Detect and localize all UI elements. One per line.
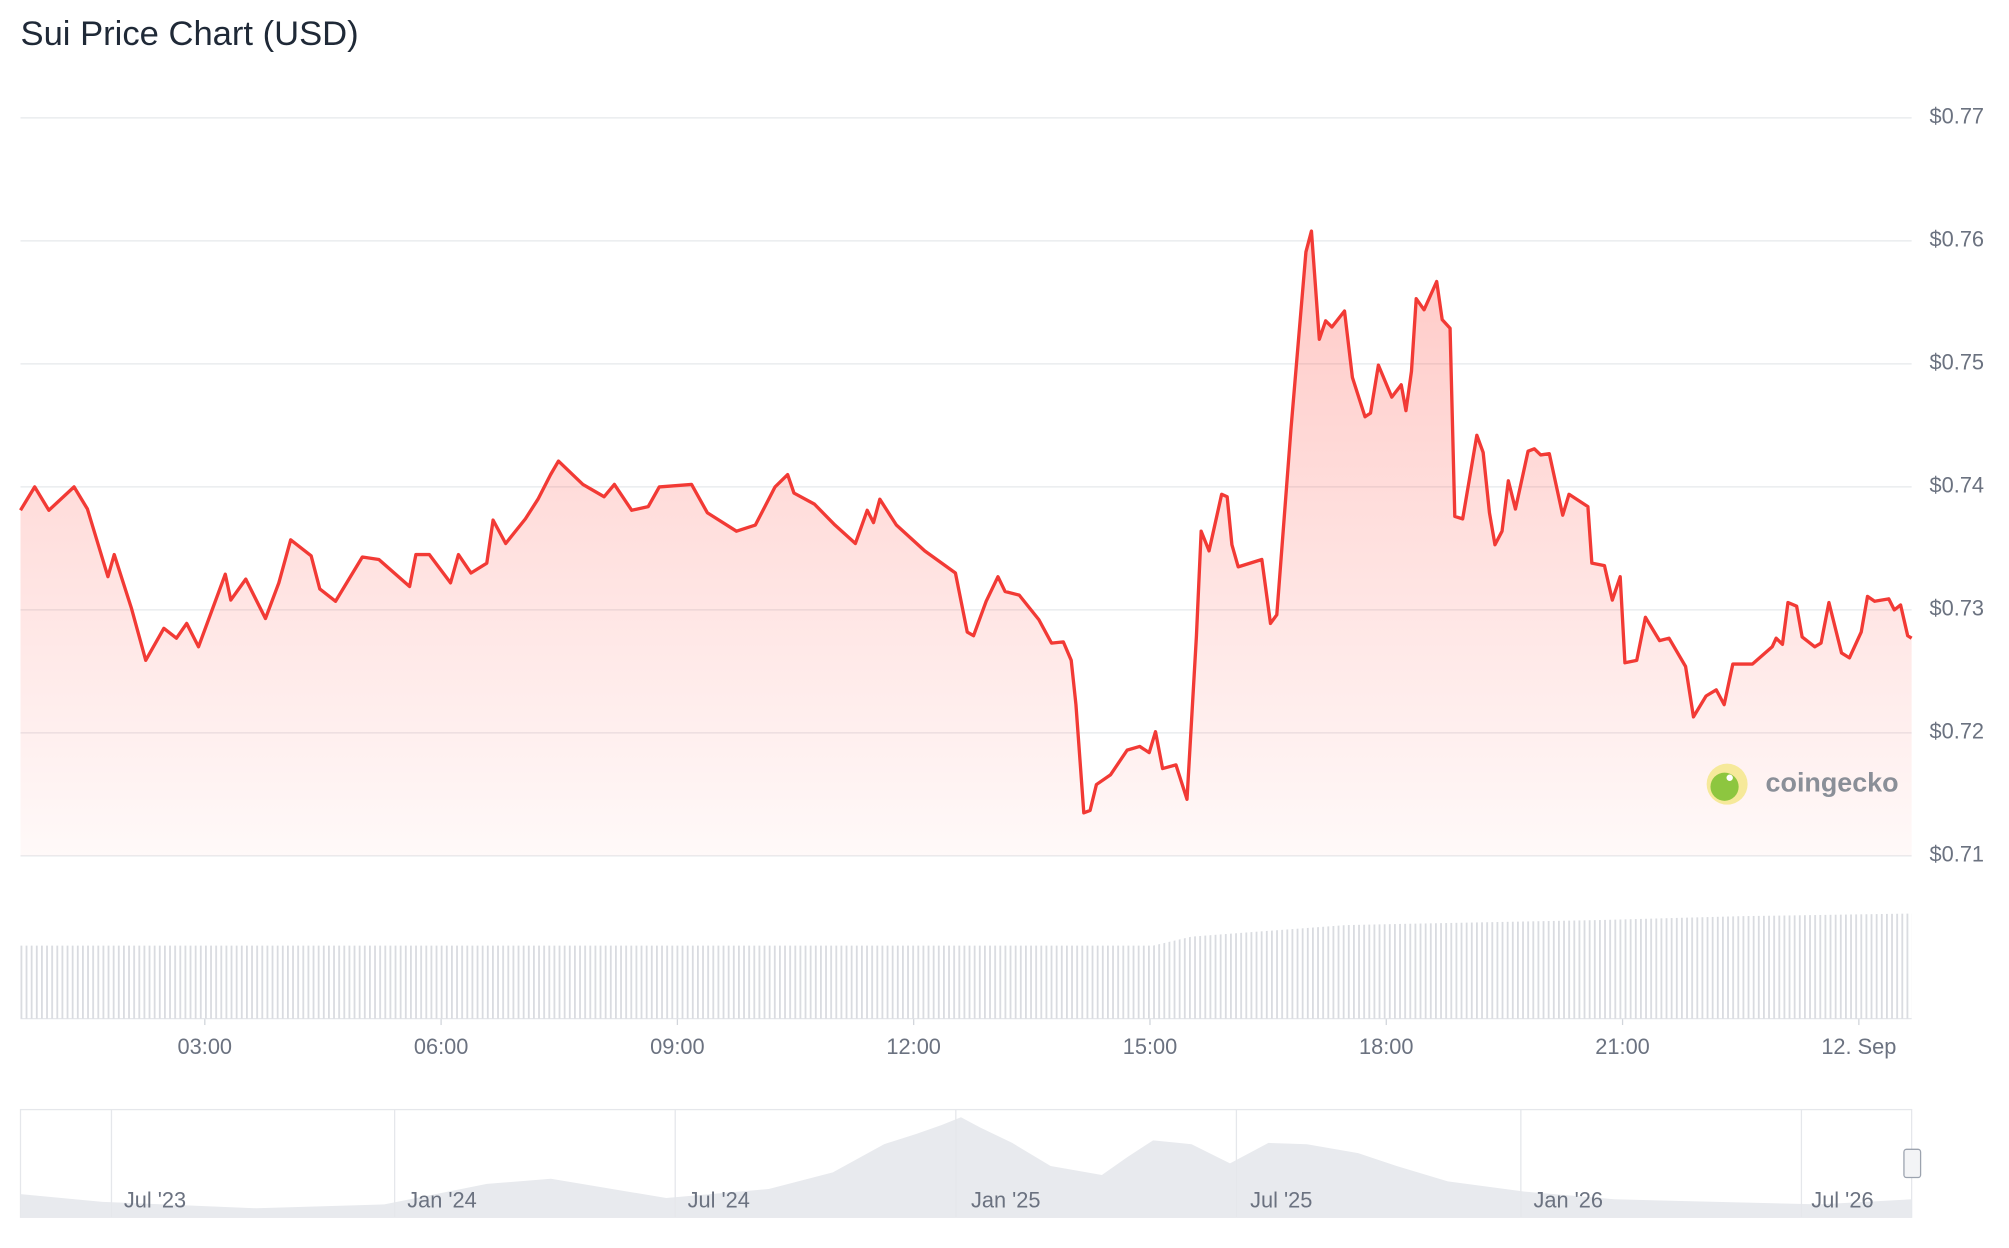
y-tick-label: $0.73: [1930, 596, 1984, 621]
x-tick-label: 18:00: [1359, 1034, 1413, 1059]
navigator-label: Jul '26: [1811, 1188, 1873, 1213]
logo-eye: [1726, 774, 1733, 781]
navigator-handle[interactable]: [1903, 1148, 1922, 1179]
logo-body: [1710, 772, 1739, 801]
x-tick-label: 12:00: [886, 1034, 940, 1059]
x-tick-label: 09:00: [650, 1034, 704, 1059]
y-tick-label: $0.75: [1930, 350, 1984, 375]
navigator-label: Jan '26: [1533, 1188, 1603, 1213]
y-tick-label: $0.77: [1930, 104, 1984, 129]
area-fill: [20, 231, 1912, 856]
x-tick-label: 12. Sep: [1821, 1034, 1896, 1059]
x-tick-label: 15:00: [1123, 1034, 1177, 1059]
navigator: Jul '23 Jan '24 Jul '24 Jan '25 Jul '25 …: [19, 1108, 1922, 1218]
price-line: [19, 229, 1913, 815]
volume-bars: [20, 913, 1912, 1019]
watermark: coingecko: [1706, 763, 1899, 805]
chart-title: Sui Price Chart (USD): [20, 15, 358, 53]
watermark-text: coingecko: [1766, 767, 1899, 797]
navigator-label: Jan '24: [407, 1188, 477, 1213]
navigator-label: Jul '24: [688, 1188, 750, 1213]
y-tick-label: $0.71: [1930, 842, 1984, 867]
x-tick-label: 03:00: [178, 1034, 232, 1059]
navigator-label: Jan '25: [971, 1188, 1041, 1213]
x-tick-label: 06:00: [414, 1034, 468, 1059]
y-tick-label: $0.76: [1930, 227, 1984, 252]
navigator-label: Jul '25: [1250, 1188, 1312, 1213]
y-tick-label: $0.72: [1930, 719, 1984, 744]
navigator-area: [20, 1117, 1912, 1218]
x-tick-label: 21:00: [1595, 1034, 1649, 1059]
y-tick-label: $0.74: [1930, 473, 1984, 498]
navigator-label: Jul '23: [124, 1188, 186, 1213]
